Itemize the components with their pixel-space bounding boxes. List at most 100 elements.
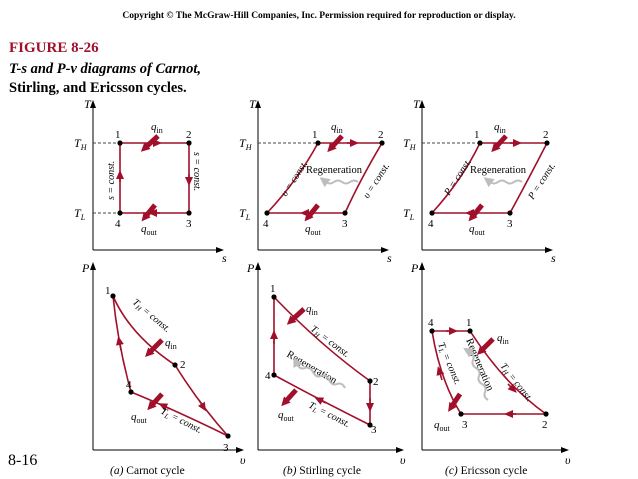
ericsson-pv-th-const-label: TH = const. bbox=[497, 361, 535, 405]
stirling-pv-qin-label: qin bbox=[306, 303, 318, 317]
carnot-pv-point-2-label: 2 bbox=[180, 359, 186, 371]
figure-number: FIGURE 8-26 bbox=[9, 40, 99, 56]
ericsson-pv-process-3-4 bbox=[431, 330, 462, 415]
ericsson-ts-point-3 bbox=[507, 210, 513, 216]
ericsson-ts-regeneration-label: Regeneration bbox=[470, 165, 527, 176]
ericsson-ts-qin-arrow bbox=[491, 134, 508, 153]
stirling-ts-process-4-1 bbox=[266, 142, 319, 214]
stirling-ts-s-axis-label: s bbox=[387, 251, 392, 265]
carnot-ts-qout-arrow bbox=[141, 203, 157, 222]
ericsson-pv-qout-label: qout bbox=[434, 419, 451, 433]
figure-caption-line-1: T-s and P-v diagrams of Carnot, bbox=[9, 61, 202, 77]
stirling-pv-diagram: P υ 1 2 3 4 qin TH = const. Regeneration… bbox=[246, 261, 406, 477]
ericsson-pv-point-1 bbox=[467, 328, 473, 334]
carnot-ts-point-1-label: 1 bbox=[115, 129, 121, 141]
ericsson-pv-point-3 bbox=[458, 411, 464, 417]
ericsson-ts-regeneration-arrow bbox=[483, 177, 523, 188]
carnot-pv-point-2 bbox=[172, 362, 178, 368]
ericsson-ts-point-4-label: 4 bbox=[428, 218, 434, 230]
ericsson-ts-point-3-label: 3 bbox=[507, 218, 513, 230]
stirling-pv-point-1 bbox=[271, 294, 277, 300]
ericsson-pv-diagram: P υ 1 2 3 4 qin TH = const. TL = const. … bbox=[410, 261, 571, 477]
stirling-pv-point-2 bbox=[367, 378, 373, 384]
stirling-pv-point-4 bbox=[271, 372, 277, 378]
carnot-pv-arrow-4-1 bbox=[116, 336, 124, 351]
stirling-ts-th-label: TH bbox=[239, 136, 253, 152]
stirling-ts-process-2-3 bbox=[344, 142, 383, 214]
carnot-pv-v-axis-label: υ bbox=[240, 453, 246, 467]
stirling-ts-regeneration-label: Regeneration bbox=[306, 165, 363, 176]
ericsson-ts-s-axis-label: s bbox=[551, 251, 556, 265]
carnot-pv-point-4 bbox=[128, 389, 134, 395]
stirling-pv-point-3 bbox=[367, 422, 373, 428]
carnot-ts-point-4 bbox=[117, 210, 123, 216]
carnot-ts-qin-arrow bbox=[140, 134, 160, 152]
carnot-pv-qout-arrow bbox=[147, 392, 164, 411]
stirling-ts-t-axis-label: T bbox=[249, 97, 257, 111]
carnot-pv-point-3-label: 3 bbox=[223, 442, 229, 454]
carnot-pv-process-3-4 bbox=[130, 391, 229, 437]
ericsson-ts-point-1 bbox=[477, 140, 483, 146]
carnot-pv-p-axis-label: P bbox=[81, 261, 90, 275]
stirling-pv-th-const-label: TH = const. bbox=[308, 324, 352, 361]
ericsson-ts-point-1-label: 1 bbox=[474, 129, 480, 141]
carnot-ts-tl-label: TL bbox=[74, 206, 86, 222]
stirling-pv-point-3-label: 3 bbox=[371, 424, 377, 436]
carnot-pv-diagram: P υ 1 2 3 4 TH = const. qin qout TL = co… bbox=[81, 261, 246, 477]
carnot-ts-point-2-label: 2 bbox=[186, 129, 192, 141]
ericsson-ts-point-2-label: 2 bbox=[543, 129, 549, 141]
ericsson-ts-qout-label: qout bbox=[469, 223, 486, 237]
carnot-ts-s-const-left: s = const. bbox=[106, 161, 117, 200]
ericsson-ts-p-const-right: P = const. bbox=[526, 161, 558, 202]
copyright-notice: Copyright © The McGraw-Hill Companies, I… bbox=[122, 11, 516, 21]
stirling-pv-point-1-label: 1 bbox=[270, 283, 276, 295]
stirling-pv-process-1-2 bbox=[273, 296, 371, 382]
carnot-pv-qin-label: qin bbox=[165, 337, 177, 351]
carnot-caption: (a) Carnot cycle bbox=[110, 465, 185, 477]
carnot-pv-process-4-1 bbox=[112, 295, 132, 393]
stirling-pv-qin-arrow bbox=[286, 307, 306, 325]
carnot-ts-point-2 bbox=[186, 140, 192, 146]
ericsson-ts-process-2-3 bbox=[509, 142, 548, 214]
stirling-pv-p-axis-label: P bbox=[246, 261, 255, 275]
carnot-ts-point-4-label: 4 bbox=[115, 218, 121, 230]
ericsson-pv-v-axis-label: υ bbox=[565, 453, 571, 467]
ericsson-ts-process-4-1 bbox=[431, 142, 481, 214]
carnot-ts-qout-label: qout bbox=[141, 223, 158, 237]
stirling-pv-qout-label: qout bbox=[278, 409, 295, 423]
ericsson-ts-p-const-left: P = const. bbox=[442, 157, 474, 198]
ericsson-ts-qout-arrow bbox=[468, 203, 484, 222]
stirling-pv-arrow-3-4 bbox=[314, 397, 327, 405]
stirling-ts-qin-label: qin bbox=[331, 121, 343, 135]
stirling-ts-point-2-label: 2 bbox=[378, 129, 384, 141]
stirling-ts-point-3-label: 3 bbox=[342, 218, 348, 230]
stirling-ts-point-2 bbox=[379, 140, 385, 146]
stirling-ts-qout-arrow bbox=[304, 203, 320, 222]
figure-caption: T-s and P-v diagrams of Carnot, Stirling… bbox=[9, 60, 249, 98]
stirling-ts-point-4-label: 4 bbox=[263, 218, 269, 230]
ericsson-pv-process-1-2 bbox=[469, 330, 547, 415]
stirling-ts-tl-label: TL bbox=[239, 206, 251, 222]
stirling-ts-point-3 bbox=[342, 210, 348, 216]
carnot-ts-diagram: T s TH TL 1 2 3 4 qin qout s = const. s … bbox=[74, 97, 227, 265]
ericsson-pv-qin-label: qin bbox=[497, 332, 509, 346]
carnot-ts-s-axis-label: s bbox=[222, 251, 227, 265]
carnot-ts-point-3 bbox=[186, 210, 192, 216]
carnot-pv-point-3 bbox=[225, 433, 231, 439]
ericsson-ts-diagram: T s TH TL 1 2 3 4 qin qout Regeneration … bbox=[403, 97, 558, 265]
carnot-pv-arrow-3-4 bbox=[158, 403, 171, 411]
carnot-pv-point-4-label: 4 bbox=[126, 379, 132, 391]
ericsson-ts-qin-label: qin bbox=[494, 121, 506, 135]
stirling-pv-v-axis-label: υ bbox=[400, 453, 406, 467]
ericsson-caption: (c) Ericsson cycle bbox=[445, 465, 527, 477]
ericsson-ts-point-2 bbox=[544, 140, 550, 146]
carnot-ts-t-axis-label: T bbox=[84, 97, 92, 111]
ericsson-pv-arrow-3-4 bbox=[436, 366, 445, 381]
stirling-ts-diagram: T s TH TL 1 2 3 4 qin qout Regeneration … bbox=[239, 97, 392, 265]
carnot-pv-process-1-2 bbox=[112, 295, 176, 366]
ericsson-pv-point-4-label: 4 bbox=[428, 317, 434, 329]
carnot-ts-th-label: TH bbox=[74, 136, 88, 152]
stirling-pv-point-4-label: 4 bbox=[265, 370, 271, 382]
stirling-ts-point-4 bbox=[264, 210, 270, 216]
